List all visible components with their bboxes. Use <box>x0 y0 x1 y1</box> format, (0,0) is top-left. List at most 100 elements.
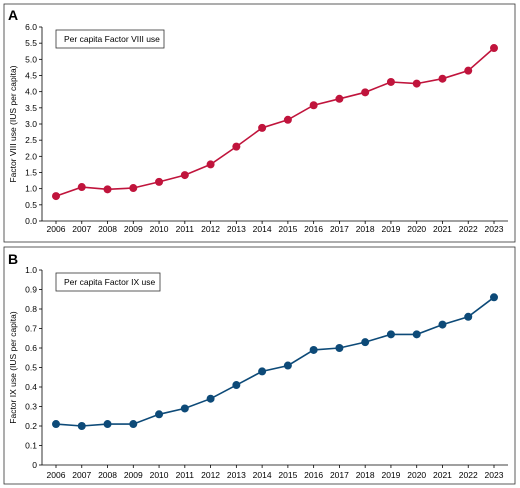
panel-a-data-point <box>52 192 60 201</box>
panel-a-data-point <box>103 185 112 194</box>
panel-a-data-point <box>180 171 189 180</box>
panel-b-y-tick-label: 0.7 <box>25 324 37 334</box>
panel-a-x-tick-label: 2006 <box>47 224 66 234</box>
panel-b-x-tick-label: 2020 <box>407 470 426 480</box>
panel-b-data-point <box>490 293 498 302</box>
panel-b-data-point <box>386 330 395 339</box>
panel-b-x-tick-label: 2017 <box>330 470 349 480</box>
panel-b-x-tick-label: 2013 <box>227 470 246 480</box>
panel-a-x-tick-label: 2011 <box>176 224 195 234</box>
panel-a-x-tick-label: 2015 <box>278 224 297 234</box>
panel-b-legend-box <box>55 272 161 292</box>
panel-b-data-point <box>258 367 267 376</box>
panel-a-x-tick-label: 2014 <box>253 224 272 234</box>
panel-a-x-tick-label: 2018 <box>356 224 375 234</box>
panel-b-x-tick-label: 2008 <box>98 470 117 480</box>
panel-a-data-point <box>155 177 164 186</box>
panel-b-x-tick-label: 2015 <box>278 470 297 480</box>
panel-b-x-tick-label: 2014 <box>253 470 272 480</box>
panel-b-data-point <box>283 361 292 370</box>
panel-a-x-tick-label: 2017 <box>330 224 349 234</box>
panel-a-y-tick-label: 3.5 <box>25 103 37 113</box>
panel-a-x-tick-label: 2020 <box>407 224 426 234</box>
panel-a-x-tick-label: 2007 <box>72 224 91 234</box>
panel-b-data-point <box>129 420 138 429</box>
panel-b-y-tick-label: 0.3 <box>25 402 37 412</box>
panel-a-y-tick-label: 6.0 <box>25 22 37 32</box>
panel-b-y-tick-label: 0.1 <box>25 441 37 451</box>
panel-b-x-tick-label: 2011 <box>176 470 195 480</box>
panel-b-x-tick-label: 2019 <box>381 470 400 480</box>
panel-a-y-tick-label: 1.0 <box>25 184 37 194</box>
panel-a-x-tick-label: 2008 <box>98 224 117 234</box>
panel-a-data-point <box>206 160 215 169</box>
panel-a-x-tick-label: 2022 <box>459 224 478 234</box>
panel-b-x-tick-label: 2010 <box>150 470 169 480</box>
panel-a-frame <box>3 3 516 243</box>
panel-a-legend-label: Per capita Factor VIII use <box>64 34 160 44</box>
panel-a-y-tick-label: 1.5 <box>25 168 37 178</box>
panel-a-data-point <box>335 94 344 103</box>
panel-b-data-point <box>180 404 189 413</box>
panel-b-y-tick-label: 0 <box>32 460 37 470</box>
panel-b-data-point <box>335 344 344 352</box>
panel-a-data-point <box>361 88 370 97</box>
panel-b-frame <box>3 246 516 485</box>
panel-a-x-tick-label: 2016 <box>304 224 323 234</box>
panel-a-y-tick-label: 0.0 <box>25 216 37 226</box>
panel-a-data-point <box>258 123 267 132</box>
panel-a-x-tick-label: 2012 <box>201 224 220 234</box>
panel-a-x-tick-label: 2019 <box>381 224 400 234</box>
panel-b-data-point <box>155 410 164 419</box>
panel-a-data-point <box>232 142 241 151</box>
panel-b-x-tick-label: 2021 <box>433 470 452 480</box>
panel-a-x-tick-label: 2013 <box>227 224 246 234</box>
panel-a-x-tick-label: 2009 <box>124 224 143 234</box>
panel-a-x-tick-label: 2023 <box>485 224 504 234</box>
panel-a-y-tick-label: 5.0 <box>25 54 37 64</box>
panel-a-y-tick-label: 5.5 <box>25 38 37 48</box>
panel-b-x-tick-label: 2016 <box>304 470 323 480</box>
panel-b-x-tick-label: 2022 <box>459 470 478 480</box>
panel-a-x-tick-label: 2010 <box>150 224 169 234</box>
panel-a-data-point <box>386 77 395 86</box>
panel-b-data-point <box>52 420 60 429</box>
panel-a-y-axis-label: Factor VIII use (IUS per capita) <box>8 65 18 182</box>
panel-b-y-tick-label: 0.9 <box>25 285 37 295</box>
panel-b-data-point <box>361 338 370 347</box>
panel-b-data-point <box>464 312 473 321</box>
panel-b-x-tick-label: 2012 <box>201 470 220 480</box>
panel-a-letter: A <box>8 7 18 23</box>
panel-b-legend-label: Per capita Factor IX use <box>64 277 155 287</box>
panel-b-series-line <box>55 296 495 427</box>
panel-a-series-line <box>55 47 495 197</box>
panel-b-data-point <box>206 394 215 403</box>
panel-a-y-tick-label: 3.0 <box>25 119 37 129</box>
panel-a-y-tick-label: 4.0 <box>25 87 37 97</box>
panel-b-data-point <box>232 381 241 390</box>
panel-a-legend-box <box>55 29 165 49</box>
panel-b-data-point <box>309 345 318 354</box>
panel-b-letter: B <box>8 251 18 267</box>
panel-b-y-tick-label: 1.0 <box>25 265 37 275</box>
panel-b-data-point <box>438 320 447 329</box>
panel-b-x-tick-label: 2006 <box>47 470 66 480</box>
panel-a-data-point <box>309 101 318 110</box>
panel-b-y-tick-label: 0.4 <box>25 382 37 392</box>
panel-b-data-point <box>412 330 421 339</box>
panel-a-data-point <box>464 66 473 75</box>
panel-b-x-tick-label: 2009 <box>124 470 143 480</box>
panel-a-data-point <box>77 183 86 192</box>
panel-b-y-axis-label: Factor IX use (IUS per capita) <box>8 311 18 424</box>
panel-a-data-point <box>412 79 421 88</box>
panel-a-y-tick-label: 4.5 <box>25 71 37 81</box>
panel-b-y-tick-label: 0.8 <box>25 304 37 314</box>
panel-b-y-tick-label: 0.2 <box>25 421 37 431</box>
panel-b-x-tick-label: 2007 <box>72 470 91 480</box>
panel-a-data-point <box>283 115 292 124</box>
panel-b-y-tick-label: 0.5 <box>25 363 37 373</box>
panel-b-data-point <box>77 422 86 430</box>
panel-a-x-tick-label: 2021 <box>433 224 452 234</box>
